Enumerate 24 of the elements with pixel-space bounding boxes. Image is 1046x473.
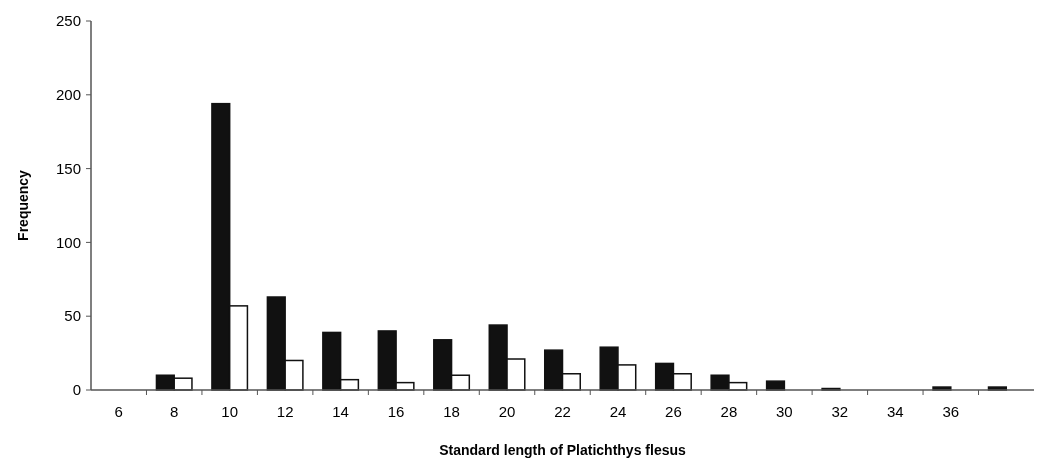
y-tick-label: 0 [72,381,81,399]
y-tick-label: 200 [55,86,81,104]
x-tick-label: 20 [498,403,516,420]
x-tick-label: 16 [387,403,405,420]
y-tick-label: 50 [64,307,81,325]
x-tick-label: 28 [720,403,738,420]
x-tick-label: 26 [665,403,682,420]
x-tick-label: 8 [170,403,179,420]
x-tick-label: 24 [609,403,627,420]
x-tick-label: 22 [554,403,571,420]
x-tick-label: 10 [221,403,239,420]
x-tick-label: 18 [443,403,460,420]
x-tick-label: 30 [776,403,793,420]
y-tick-label: 100 [55,233,81,251]
x-tick-label: 36 [942,403,960,420]
x-axis-title: Standard length of Platichthys flesus [439,442,687,458]
x-tick-label: 14 [332,403,349,420]
x-tick-label: 12 [276,403,294,420]
y-axis-title: Frequency [15,169,31,241]
y-tick-label: 150 [55,159,81,177]
y-tick-label: 250 [55,12,81,30]
x-tick-label: 34 [886,403,904,420]
x-tick-label: 6 [114,403,123,420]
x-tick-label: 32 [831,403,849,420]
